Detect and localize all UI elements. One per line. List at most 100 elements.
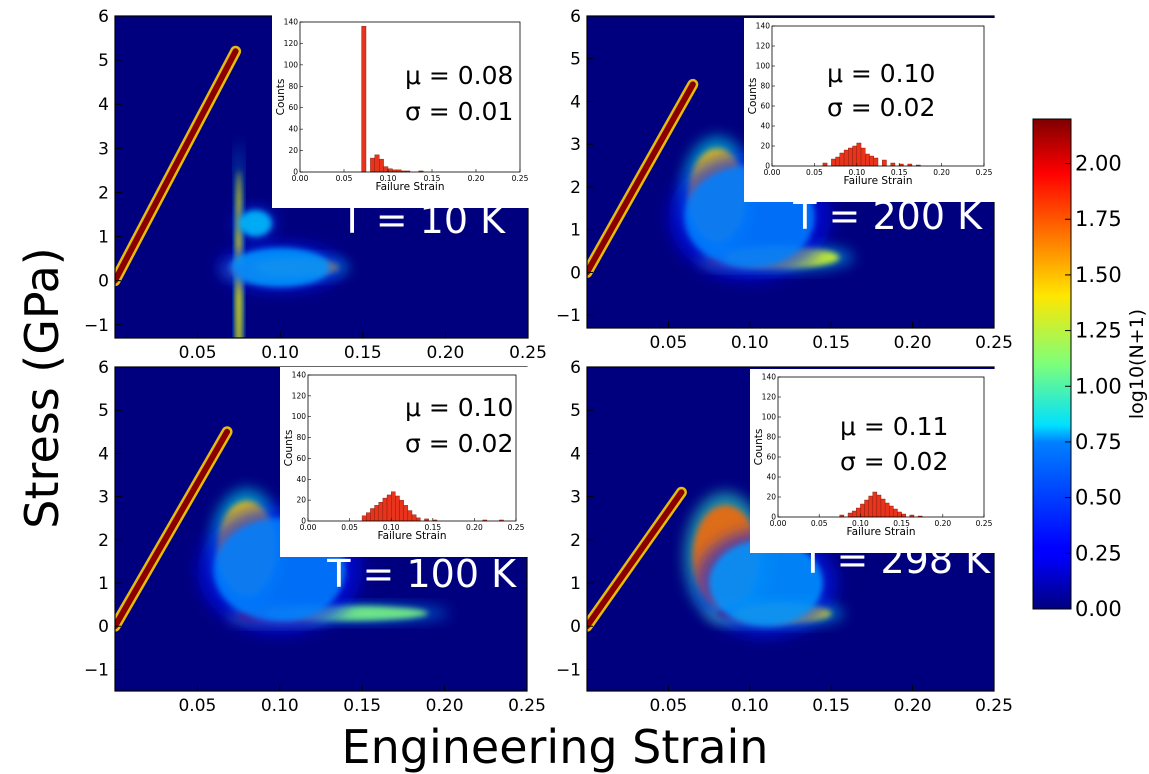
inset-x-tick-label: 0.05: [811, 519, 828, 528]
inset-y-tick-label: 40: [760, 122, 770, 131]
inset-y-tick-label: 100: [762, 413, 777, 422]
histogram-bar: [415, 517, 421, 522]
inset-x-tick-label: 0.10: [380, 174, 397, 183]
y-tick-label: 5: [98, 401, 109, 421]
inset-x-axis-label: Failure Strain: [378, 530, 447, 542]
x-tick-label: 0.05: [178, 696, 216, 716]
inset-y-tick-label: 40: [288, 125, 298, 134]
histogram-bar: [835, 156, 841, 167]
y-tick-label: 6: [570, 358, 581, 378]
inset-y-tick-label: 100: [756, 62, 771, 71]
inset-x-axis-label: Failure Strain: [844, 175, 913, 187]
inset-mean-label: μ = 0.10: [405, 393, 513, 422]
inset-sigma-label: σ = 0.02: [405, 429, 513, 458]
histogram-bar: [873, 157, 879, 167]
y-tick-label: 1: [98, 574, 109, 594]
inset-y-tick-label: 20: [296, 496, 306, 505]
x-tick-label: 0.15: [812, 333, 850, 353]
colorbar-tick-label: 1.50: [1075, 263, 1122, 287]
histogram-bar: [831, 158, 836, 167]
inset-y-tick-label: 0: [765, 162, 770, 171]
inset-x-tick-label: 0.15: [891, 168, 908, 177]
inset-sigma-label: σ = 0.02: [827, 93, 935, 122]
inset-x-tick-label: 0.00: [770, 519, 787, 528]
histogram-bar: [851, 510, 857, 518]
heatmap-density: [587, 486, 844, 637]
y-tick-label: 5: [570, 50, 581, 70]
inset-y-tick-label: 0: [301, 517, 306, 526]
inset-x-tick-label: 0.10: [852, 519, 869, 528]
colorbar: 0.00 0.25 0.50 0.75 1.00 1.25 1.50 1.75 2.00 log1…: [1032, 118, 1148, 621]
x-tick-label: 0.10: [731, 696, 769, 716]
y-tick-label: −1: [556, 660, 581, 680]
histogram-bar: [386, 494, 392, 522]
elastic-band: [115, 428, 231, 630]
inset-frame: [777, 376, 985, 518]
inset-x-tick-label: 0.15: [424, 174, 441, 183]
x-tick-label: 0.25: [509, 343, 547, 363]
y-tick-label: 3: [98, 139, 109, 159]
inset-frame: [299, 21, 521, 173]
y-tick-label: 2: [98, 183, 109, 203]
inset-x-tick-label: 0.05: [806, 168, 823, 177]
x-tick-label: 0.15: [343, 696, 381, 716]
x-tick-label: 0.20: [426, 343, 464, 363]
inset-sigma-label: σ = 0.01: [405, 97, 513, 126]
y-tick-label: 0: [98, 272, 109, 292]
y-tick-label: 2: [570, 531, 581, 551]
histogram-bar: [370, 508, 375, 522]
histogram-bar: [868, 495, 873, 518]
inset-frame: [307, 374, 517, 522]
histogram-bar: [822, 162, 828, 167]
y-axis-label: Stress (GPa): [15, 247, 69, 528]
histogram-bar: [361, 26, 367, 173]
inset-x-axis-label: Failure Strain: [376, 181, 445, 193]
histogram-bar: [860, 147, 866, 167]
inset-x-tick-label: 0.00: [292, 174, 309, 183]
y-tick-label: 1: [570, 221, 581, 241]
inset-y-tick-label: 100: [284, 60, 299, 69]
inset-x-tick-label: 0.10: [383, 523, 400, 532]
inset-y-tick-label: 80: [296, 433, 306, 442]
y-tick-label: 2: [98, 531, 109, 551]
histogram-bar: [848, 147, 853, 167]
y-tick-label: 3: [570, 135, 581, 155]
inset-y-tick-label: 120: [756, 42, 771, 51]
temperature-label: T = 100 K: [326, 552, 517, 596]
inset-x-tick-label: 0.20: [933, 168, 950, 177]
inset-y-tick-label: 0: [293, 168, 298, 177]
panel-3: 6 5 4 3 2 1 0 −1 0.05 0.10 0.15 0.20 0.25 T = 100 K 0 2…: [84, 358, 546, 716]
histogram-bar: [399, 499, 404, 522]
inset-frame: [771, 25, 985, 167]
y-tick-label: 6: [570, 7, 581, 27]
inset-y-tick-label: 20: [760, 142, 770, 151]
inset-y-tick-label: 20: [766, 493, 776, 502]
histogram-bar: [864, 499, 869, 518]
histogram-bar: [872, 491, 878, 518]
colorbar-tick-label: 1.00: [1075, 374, 1122, 398]
histogram-bar: [407, 510, 413, 522]
histogram-bar: [893, 508, 898, 518]
y-tick-label: −1: [84, 316, 109, 336]
x-tick-label: 0.20: [894, 333, 932, 353]
inset-x-tick-label: 0.20: [466, 523, 483, 532]
inset-histogram: 0 20 40 60 80 100 120 140 0.00 0.05 0.10 0.15 0.20 0.…: [750, 369, 996, 553]
density-blob: [238, 210, 272, 237]
inset-y-axis-label: Counts: [283, 430, 295, 467]
histogram-bar: [378, 502, 384, 522]
elastic-band: [587, 81, 696, 276]
inset-y-axis-label: Counts: [753, 429, 765, 466]
x-tick-label: 0.20: [894, 696, 932, 716]
inset-x-tick-label: 0.05: [336, 174, 353, 183]
x-tick-label: 0.10: [261, 343, 299, 363]
inset-x-tick-label: 0.20: [934, 519, 951, 528]
elastic-band: [115, 48, 239, 284]
inset-y-tick-label: 140: [284, 18, 299, 27]
inset-y-axis-label: Counts: [747, 78, 759, 115]
histogram-bar: [865, 153, 870, 167]
colorbar-tick-label: 1.25: [1075, 319, 1122, 343]
histogram-bar: [889, 505, 894, 518]
